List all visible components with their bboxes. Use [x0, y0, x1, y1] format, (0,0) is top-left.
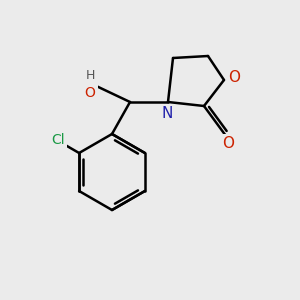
Text: O: O [222, 136, 234, 152]
Text: N: N [161, 106, 173, 121]
Text: Cl: Cl [51, 133, 65, 147]
Text: H: H [85, 69, 95, 82]
Text: O: O [228, 70, 240, 86]
Text: O: O [85, 86, 95, 100]
